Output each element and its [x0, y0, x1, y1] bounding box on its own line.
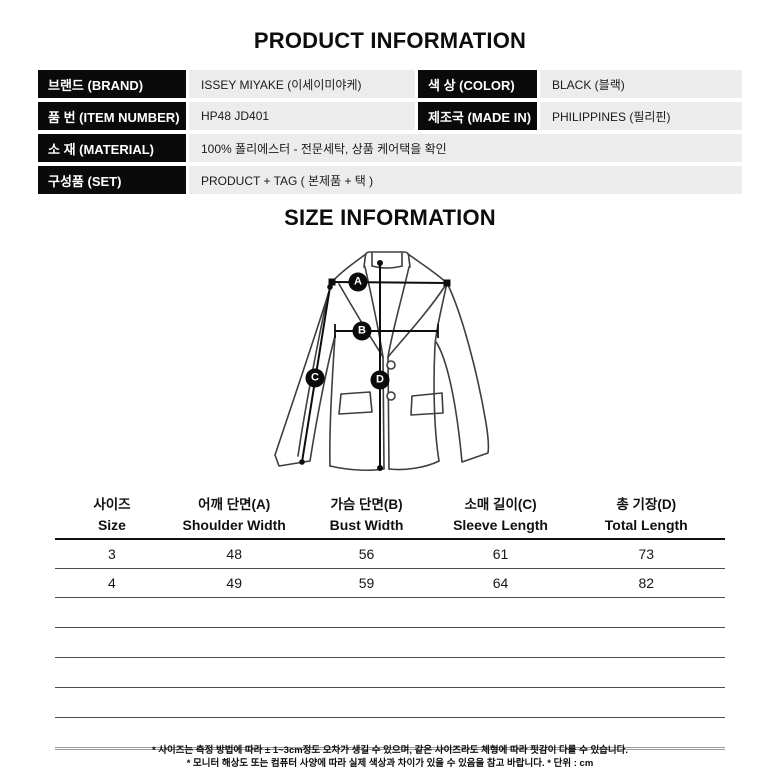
color-label: 색 상 (COLOR) — [418, 70, 537, 98]
set-value: PRODUCT + TAG ( 본제품 + 택 ) — [189, 166, 742, 194]
col-sleeve-ko: 소매 길이(C) — [464, 497, 537, 512]
size-table-header: 사이즈 Size 어깨 단면(A) Shoulder Width 가슴 단면(B… — [55, 490, 725, 540]
set-label: 구성품 (SET) — [38, 166, 186, 194]
col-size: 사이즈 Size — [55, 490, 169, 533]
size-value: 4 — [108, 575, 116, 591]
col-size-ko: 사이즈 — [93, 497, 131, 512]
marker-a-shoulder: A — [348, 272, 368, 292]
size-table: 사이즈 Size 어깨 단면(A) Shoulder Width 가슴 단면(B… — [55, 490, 725, 750]
total-value: 82 — [638, 575, 655, 591]
info-row-material: 소 재 (MATERIAL) 100% 폴리에스터 - 전문세탁, 상품 케어택… — [38, 134, 742, 162]
col-total-en: Total Length — [604, 517, 688, 533]
material-value: 100% 폴리에스터 - 전문세탁, 상품 케어택을 확인 — [189, 134, 742, 162]
col-sleeve-en: Sleeve Length — [453, 517, 548, 533]
size-row-3: 3 48 56 61 73 — [55, 540, 725, 569]
bust-value: 59 — [358, 575, 375, 591]
material-label: 소 재 (MATERIAL) — [38, 134, 186, 162]
col-bust-width: 가슴 단면(B) Bust Width — [300, 490, 434, 533]
item-number-value: HP48 JD401 — [189, 102, 415, 130]
color-value: BLACK (블랙) — [540, 70, 742, 98]
col-shoulder-width: 어깨 단면(A) Shoulder Width — [169, 490, 300, 533]
size-value: 3 — [108, 546, 116, 562]
total-value: 73 — [638, 546, 655, 562]
product-information-title: PRODUCT INFORMATION — [253, 28, 527, 53]
info-row-set: 구성품 (SET) PRODUCT + TAG ( 본제품 + 택 ) — [38, 166, 742, 194]
marker-c-sleeve: C — [305, 368, 325, 388]
empty-row — [55, 718, 725, 750]
footnote-size-tolerance: * 사이즈는 측정 방법에 따라 ± 1~3cm정도 오차가 생길 수 있으며,… — [151, 745, 629, 756]
footnotes: * 사이즈는 측정 방법에 따라 ± 1~3cm정도 오차가 생길 수 있으며,… — [0, 744, 780, 770]
jacket-measurement-diagram: A B C D — [262, 250, 522, 478]
brand-label: 브랜드 (BRAND) — [38, 70, 186, 98]
size-row-4: 4 49 59 64 82 — [55, 569, 725, 598]
sleeve-value: 64 — [492, 575, 509, 591]
marker-b-bust: B — [352, 321, 372, 341]
brand-value: ISSEY MIYAKE (이세이미야케) — [189, 70, 415, 98]
empty-row — [55, 628, 725, 658]
col-shoulder-ko: 어깨 단면(A) — [198, 497, 271, 512]
col-bust-en: Bust Width — [329, 517, 404, 533]
made-in-label: 제조국 (MADE IN) — [418, 102, 537, 130]
info-row-itemnumber-madein: 품 번 (ITEM NUMBER) HP48 JD401 제조국 (MADE I… — [38, 102, 742, 130]
col-shoulder-en: Shoulder Width — [182, 517, 286, 533]
made-in-value: PHILIPPINES (필리핀) — [540, 102, 742, 130]
empty-row — [55, 598, 725, 628]
sleeve-value: 61 — [492, 546, 509, 562]
shoulder-value: 48 — [226, 546, 242, 562]
size-information-title: SIZE INFORMATION — [284, 205, 496, 230]
col-size-en: Size — [97, 517, 126, 533]
col-total-length: 총 기장(D) Total Length — [568, 490, 725, 533]
jacket-line-drawing-icon — [274, 251, 490, 472]
shoulder-value: 49 — [226, 575, 242, 591]
col-sleeve-length: 소매 길이(C) Sleeve Length — [434, 490, 568, 533]
empty-row — [55, 688, 725, 718]
footnote-monitor-color: * 모니터 해상도 또는 컴퓨터 사양에 따라 실제 색상과 차이가 있을 수 … — [186, 758, 594, 769]
item-number-label: 품 번 (ITEM NUMBER) — [38, 102, 186, 130]
product-info-table: 브랜드 (BRAND) ISSEY MIYAKE (이세이미야케) 색 상 (C… — [38, 70, 742, 198]
bust-value: 56 — [358, 546, 375, 562]
col-bust-ko: 가슴 단면(B) — [330, 497, 403, 512]
empty-row — [55, 658, 725, 688]
col-total-ko: 총 기장(D) — [616, 497, 677, 512]
marker-d-length: D — [370, 370, 390, 390]
info-row-brand-color: 브랜드 (BRAND) ISSEY MIYAKE (이세이미야케) 색 상 (C… — [38, 70, 742, 98]
